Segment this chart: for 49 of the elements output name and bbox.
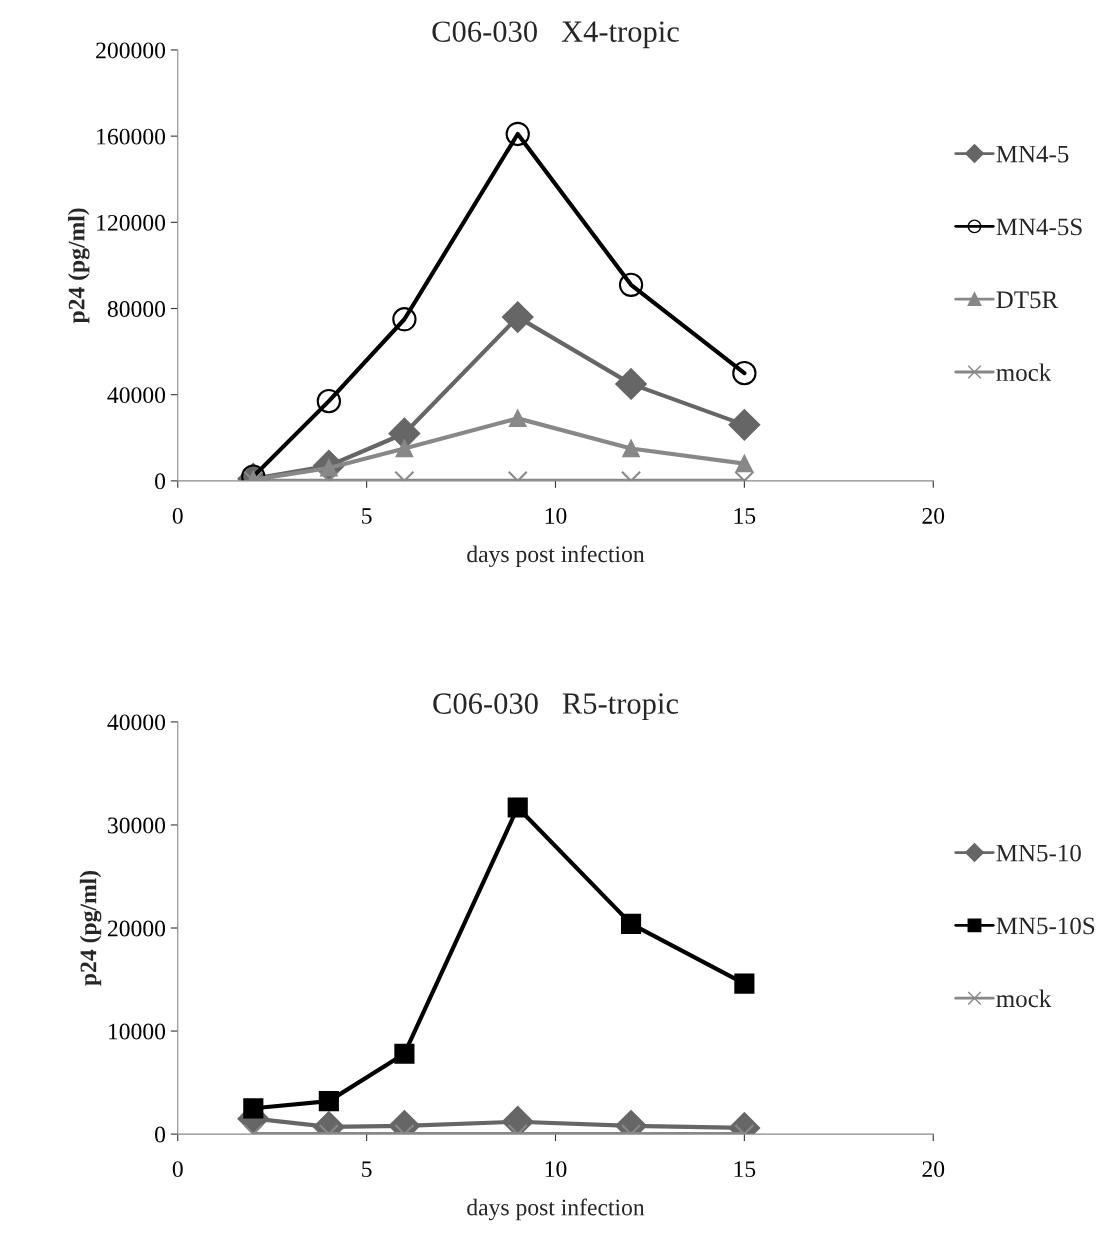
point (501, 301, 534, 333)
x-tick-label: 10 (545, 507, 567, 524)
x-tick-label: 10 (545, 1161, 567, 1178)
y-axis-title: p24 (pg/ml) (79, 870, 102, 986)
chart-title: C06-030 X4-tropic (432, 21, 679, 49)
point (620, 913, 642, 934)
legend-label: MN5-10 (996, 844, 1081, 862)
point (732, 360, 757, 386)
x-tick-label: 15 (734, 1161, 756, 1178)
point (507, 797, 528, 818)
point (395, 439, 414, 458)
legend-label: MN4-5 (996, 145, 1069, 163)
x-tick-label: 0 (172, 507, 183, 524)
y-tick-label: 200000 (96, 42, 166, 59)
legend-label: mock (996, 363, 1052, 381)
point (316, 389, 342, 414)
y-tick-label: 160000 (97, 128, 166, 145)
x-tick-label: 15 (734, 508, 756, 524)
point (618, 272, 644, 297)
y-axis-title: p24 (pg/ml) (67, 208, 90, 324)
x-axis-title: days post infection (467, 545, 645, 568)
y-tick-label: 0 (155, 1126, 166, 1143)
x-tick-label: 5 (362, 1161, 372, 1178)
y-tick-label: 20000 (107, 920, 166, 937)
point (622, 439, 640, 458)
y-tick-label: 10000 (109, 1023, 166, 1040)
x-tick-label: 20 (922, 507, 945, 524)
x-tick-label: 5 (362, 508, 372, 524)
x-axis-title: days post infection (467, 1198, 645, 1221)
y-tick-label: 30000 (108, 817, 166, 834)
point (735, 454, 754, 473)
y-tick-label: 120000 (97, 214, 166, 231)
point (728, 409, 761, 441)
y-tick-label: 0 (155, 473, 166, 490)
point (392, 307, 417, 332)
x-tick-label: 0 (172, 1161, 183, 1178)
y-tick-label: 40000 (107, 387, 166, 404)
legend-label: mock (996, 989, 1052, 1008)
legend-label: MN4-5S (996, 218, 1082, 236)
legend-label: MN5-10S (996, 917, 1095, 935)
y-tick-label: 80000 (107, 300, 166, 317)
point (505, 121, 530, 147)
x-tick-label: 20 (922, 1161, 945, 1178)
legend-label: DT5R (996, 291, 1059, 309)
chart-title: C06-030 R5-tropic (433, 693, 679, 721)
y-tick-label: 40000 (107, 714, 166, 731)
point (615, 368, 647, 400)
point (509, 409, 527, 428)
point (734, 973, 755, 994)
